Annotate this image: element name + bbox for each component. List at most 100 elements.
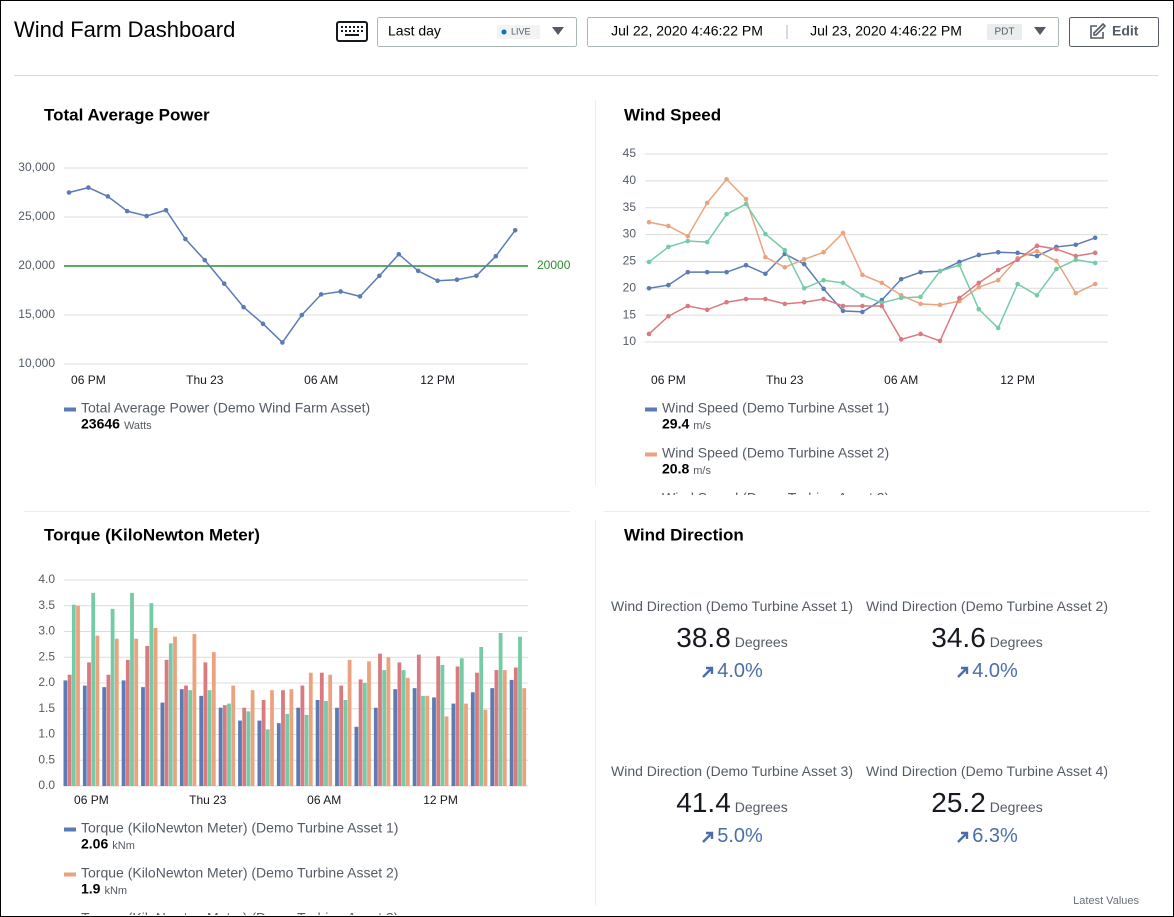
data-point (743, 201, 749, 207)
data-point (1054, 258, 1059, 264)
legend-label: Wind Speed (Demo Turbine Asset 1) (662, 400, 889, 416)
keyboard-icon[interactable] (336, 21, 368, 42)
data-point (724, 269, 729, 275)
bar (250, 690, 255, 786)
data-point (937, 302, 943, 308)
trend-arrow (957, 666, 969, 678)
data-point (299, 312, 305, 318)
data-point (1015, 250, 1020, 256)
data-point (763, 296, 768, 302)
data-point (338, 289, 343, 294)
bar (276, 723, 281, 786)
bar (490, 688, 495, 786)
bar (397, 662, 402, 786)
kpi-card: Wind Direction (Demo Turbine Asset 3) 41.… (607, 761, 857, 848)
data-point (163, 207, 169, 213)
bar (509, 679, 514, 786)
bar (153, 627, 158, 786)
data-point (957, 259, 962, 265)
data-point (995, 267, 1001, 273)
bar (110, 608, 115, 786)
data-point (821, 296, 826, 302)
time-range-dropdown[interactable]: Last day LIVE (377, 17, 577, 47)
y-tick-label: 4.0 (38, 572, 55, 586)
data-point (357, 294, 363, 299)
data-point (474, 273, 479, 279)
data-point (666, 244, 671, 250)
data-point (801, 261, 807, 267)
x-tick-label: 06 PM (71, 373, 106, 387)
data-point (957, 262, 962, 268)
bar (339, 685, 344, 786)
trend-arrow (702, 666, 714, 678)
date-range-picker[interactable]: Jul 22, 2020 4:46:22 PM Jul 23, 2020 4:4… (587, 17, 1059, 47)
y-tick-label: 20 (623, 280, 637, 294)
y-tick-label: 0.5 (38, 752, 55, 766)
data-point (105, 194, 111, 199)
end-date: Jul 23, 2020 4:46:22 PM (810, 23, 962, 39)
bar (67, 674, 72, 786)
data-point (704, 200, 710, 206)
legend-value: 23646 (81, 416, 120, 432)
bar (87, 662, 91, 786)
data-point (782, 301, 788, 307)
data-point (666, 223, 671, 229)
data-point (685, 269, 691, 275)
bar (502, 670, 507, 786)
legend-unit: m/s (693, 420, 711, 432)
data-point (144, 213, 149, 219)
series-line (648, 202, 1096, 330)
kpi-row: 25.2 Degrees (862, 787, 1112, 819)
legend-unit: m/s (693, 465, 711, 477)
edit-button[interactable]: Edit (1069, 17, 1159, 47)
data-point (743, 296, 749, 302)
kpi-change: 4.0% (972, 660, 1018, 682)
bar (362, 683, 367, 786)
y-tick-label: 20,000 (18, 258, 55, 272)
kpi-label: Wind Direction (Demo Turbine Asset 4) (866, 763, 1108, 779)
bar (211, 652, 216, 786)
data-point (782, 265, 788, 270)
data-point (1015, 281, 1020, 287)
bar (231, 685, 236, 786)
x-tick-label: 06 AM (884, 373, 918, 387)
kpi-label: Wind Direction (Demo Turbine Asset 3) (611, 763, 853, 779)
data-point (704, 307, 710, 313)
dashboard-title: Wind Farm Dashboard (14, 17, 235, 42)
data-point (318, 292, 324, 297)
bar (405, 677, 410, 786)
bar (475, 672, 479, 786)
legend-unit: kNm (104, 885, 127, 897)
y-tick-label: 10,000 (18, 356, 55, 370)
bar (382, 670, 387, 786)
series-line (648, 237, 1096, 313)
data-point (1034, 248, 1040, 254)
data-point (260, 321, 266, 327)
legend-value: 20.8 (662, 461, 689, 477)
bar (106, 674, 111, 786)
bar (444, 716, 449, 786)
kpi-value: 25.2 (931, 787, 986, 818)
kpi-row: 41.4 Degrees (607, 787, 857, 819)
bar (134, 638, 139, 786)
data-point (763, 271, 768, 277)
data-point (860, 272, 865, 278)
bar (483, 709, 488, 786)
data-point (666, 313, 671, 319)
legend-unit: Watts (124, 420, 152, 432)
y-tick-label: 25 (623, 254, 637, 268)
data-point (879, 280, 885, 286)
series-line (648, 245, 1096, 342)
kpi-change-row: 6.3% (862, 825, 1112, 848)
y-tick-label: 30,000 (18, 160, 55, 174)
data-point (685, 238, 691, 244)
y-tick-label: 35 (623, 200, 637, 214)
data-point (918, 294, 923, 300)
bar (270, 690, 274, 786)
x-tick-label: 12 PM (423, 793, 458, 807)
data-point (124, 208, 130, 214)
data-point (801, 299, 807, 305)
data-point (782, 247, 788, 253)
data-point (1092, 235, 1098, 241)
